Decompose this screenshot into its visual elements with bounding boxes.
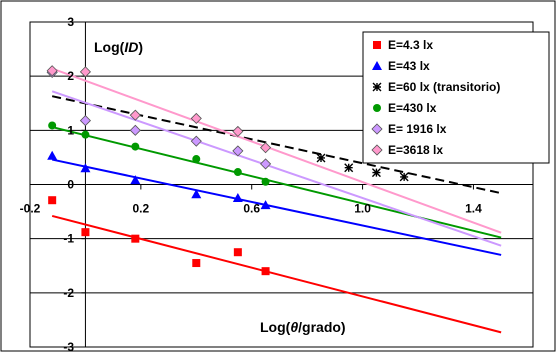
legend-marker-1 xyxy=(372,61,382,70)
point-series-0-1 xyxy=(81,228,90,237)
point-series-4-3 xyxy=(190,135,202,147)
legend-label-3: E=430 lx xyxy=(388,101,437,115)
point-series-0-0 xyxy=(48,196,57,205)
legend-marker-4 xyxy=(371,123,383,135)
x-axis-title-prefix: Log( xyxy=(260,319,291,335)
point-series-0-5 xyxy=(261,267,270,276)
point-series-1-5 xyxy=(260,200,271,210)
legend-label-1: E=43 lx xyxy=(388,59,430,73)
x-tick-label-1: 0.2 xyxy=(133,202,150,216)
point-series-5-4 xyxy=(232,125,244,137)
point-series-5-0 xyxy=(46,65,58,77)
point-series-1-2 xyxy=(130,175,141,185)
x-tick-label-2: 0.6 xyxy=(243,202,260,216)
y-tick-label-0: 3 xyxy=(67,15,74,29)
y-tick-label-1: 2 xyxy=(67,69,74,83)
point-series-3-2 xyxy=(131,142,140,151)
y-tick-label-6: -3 xyxy=(63,340,74,352)
point-series-5-1 xyxy=(79,66,91,78)
trend-line-series-5 xyxy=(51,67,502,234)
legend-marker-0 xyxy=(373,41,381,49)
point-series-3-1 xyxy=(81,130,90,139)
point-series-2-2 xyxy=(371,168,381,178)
y-axis-title-suffix: ) xyxy=(138,39,143,55)
point-series-4-2 xyxy=(129,124,141,136)
y-axis-title-prefix: Log( xyxy=(94,39,125,55)
point-series-5-2 xyxy=(129,109,141,121)
point-series-2-3 xyxy=(399,172,409,182)
point-series-5-5 xyxy=(260,142,272,154)
point-series-0-4 xyxy=(233,248,242,257)
point-series-1-4 xyxy=(232,193,243,203)
legend-marker-3 xyxy=(373,104,381,112)
point-series-1-0 xyxy=(47,150,58,160)
point-series-3-4 xyxy=(233,168,242,177)
point-series-1-3 xyxy=(191,189,202,199)
x-axis-title: Log(θ/grado) xyxy=(260,319,346,335)
x-axis-title-symbol: θ xyxy=(290,319,298,335)
point-series-1-1 xyxy=(80,163,91,173)
legend-marker-2 xyxy=(372,82,382,92)
trend-line-series-0 xyxy=(51,214,502,334)
point-series-4-1 xyxy=(79,115,91,127)
x-tick-label-3: 1.0 xyxy=(354,202,371,216)
point-series-2-0 xyxy=(316,153,326,163)
point-series-0-2 xyxy=(131,234,140,243)
point-series-5-3 xyxy=(190,112,202,124)
x-axis-title-suffix: /grado) xyxy=(298,319,345,335)
data-points xyxy=(46,65,409,276)
x-tick-label-0: -0.2 xyxy=(20,202,41,216)
point-series-4-5 xyxy=(260,158,272,170)
y-axis-title-symbol: ID xyxy=(124,39,138,55)
y-tick-label-3: 0 xyxy=(67,178,74,192)
trend-line-series-1 xyxy=(51,158,502,256)
y-tick-label-4: -1 xyxy=(63,232,74,246)
point-series-0-3 xyxy=(192,259,201,268)
legend: E=4.3 lx E=43 lx E=60 lx (transitorio) E=43… xyxy=(362,31,550,164)
legend-items: E=4.3 lx E=43 lx E=60 lx (transitorio) E=43… xyxy=(371,38,500,157)
point-series-3-3 xyxy=(192,155,201,164)
y-tick-label-2: 1 xyxy=(67,123,74,137)
point-series-3-5 xyxy=(261,177,270,186)
legend-label-0: E=4.3 lx xyxy=(388,38,433,52)
trend-line-series-4 xyxy=(51,90,502,247)
point-series-3-0 xyxy=(48,121,57,130)
legend-label-2: E=60 lx (transitorio) xyxy=(388,80,500,94)
legend-box xyxy=(362,31,550,164)
y-axis-title: Log(ID) xyxy=(94,39,143,55)
legend-label-4: E= 1916 lx xyxy=(388,122,447,136)
point-series-4-4 xyxy=(232,145,244,157)
legend-label-5: E=3618 lx xyxy=(388,143,443,157)
x-tick-label-4: 1.4 xyxy=(465,202,482,216)
tick-labels: 3 2 1 0 -1 -2 -3 -0.2 0.2 0.6 1.0 1.4 xyxy=(20,15,482,352)
legend-marker-5 xyxy=(371,144,383,156)
trend-lines xyxy=(51,67,502,334)
point-series-2-1 xyxy=(344,163,354,173)
y-tick-label-5: -2 xyxy=(63,286,74,300)
trend-line-series-2 xyxy=(51,95,502,195)
